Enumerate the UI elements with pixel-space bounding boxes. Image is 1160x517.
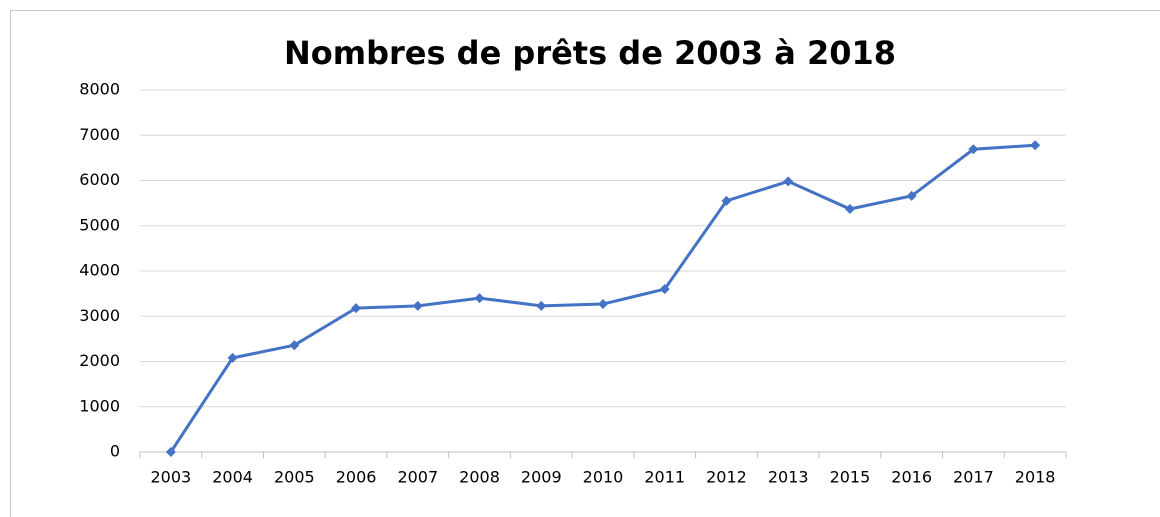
marker bbox=[165, 447, 176, 457]
marker bbox=[1030, 140, 1041, 151]
x-tick-label: 2008 bbox=[459, 468, 500, 487]
y-tick-label: 0 bbox=[110, 442, 120, 461]
x-tick-label: 2005 bbox=[274, 468, 315, 487]
y-tick-label: 4000 bbox=[79, 261, 120, 280]
marker bbox=[659, 284, 670, 295]
marker bbox=[412, 300, 423, 311]
x-tick-label: 2012 bbox=[706, 468, 747, 487]
chart-frame bbox=[10, 10, 1160, 517]
y-tick-label: 2000 bbox=[79, 351, 120, 370]
x-tick-label: 2015 bbox=[830, 468, 871, 487]
chart-title: Nombres de prêts de 2003 à 2018 bbox=[284, 34, 896, 72]
x-tick-label: 2017 bbox=[953, 468, 994, 487]
marker bbox=[536, 300, 547, 311]
y-tick-label: 5000 bbox=[79, 215, 120, 234]
marker bbox=[227, 352, 238, 363]
x-tick-label: 2004 bbox=[212, 468, 253, 487]
marker bbox=[721, 195, 732, 206]
x-tick-label: 2013 bbox=[768, 468, 809, 487]
marker bbox=[598, 299, 608, 310]
y-tick-label: 3000 bbox=[79, 306, 120, 325]
x-tick-label: 2018 bbox=[1015, 468, 1056, 487]
y-tick-label: 1000 bbox=[79, 396, 120, 415]
y-tick-label: 7000 bbox=[79, 125, 120, 144]
x-tick-label: 2016 bbox=[891, 468, 932, 487]
y-tick-label: 6000 bbox=[79, 170, 120, 189]
x-tick-label: 2006 bbox=[336, 468, 377, 487]
x-tick-label: 2003 bbox=[151, 468, 192, 487]
x-tick-label: 2011 bbox=[644, 468, 685, 487]
marker bbox=[968, 144, 979, 155]
marker bbox=[906, 190, 917, 201]
marker bbox=[783, 176, 794, 187]
x-tick-label: 2010 bbox=[583, 468, 624, 487]
y-tick-label: 8000 bbox=[79, 80, 120, 99]
x-tick-label: 2007 bbox=[397, 468, 438, 487]
marker bbox=[289, 340, 300, 351]
marker bbox=[351, 303, 362, 314]
marker bbox=[844, 204, 855, 215]
x-tick-label: 2009 bbox=[521, 468, 562, 487]
marker bbox=[474, 293, 485, 304]
